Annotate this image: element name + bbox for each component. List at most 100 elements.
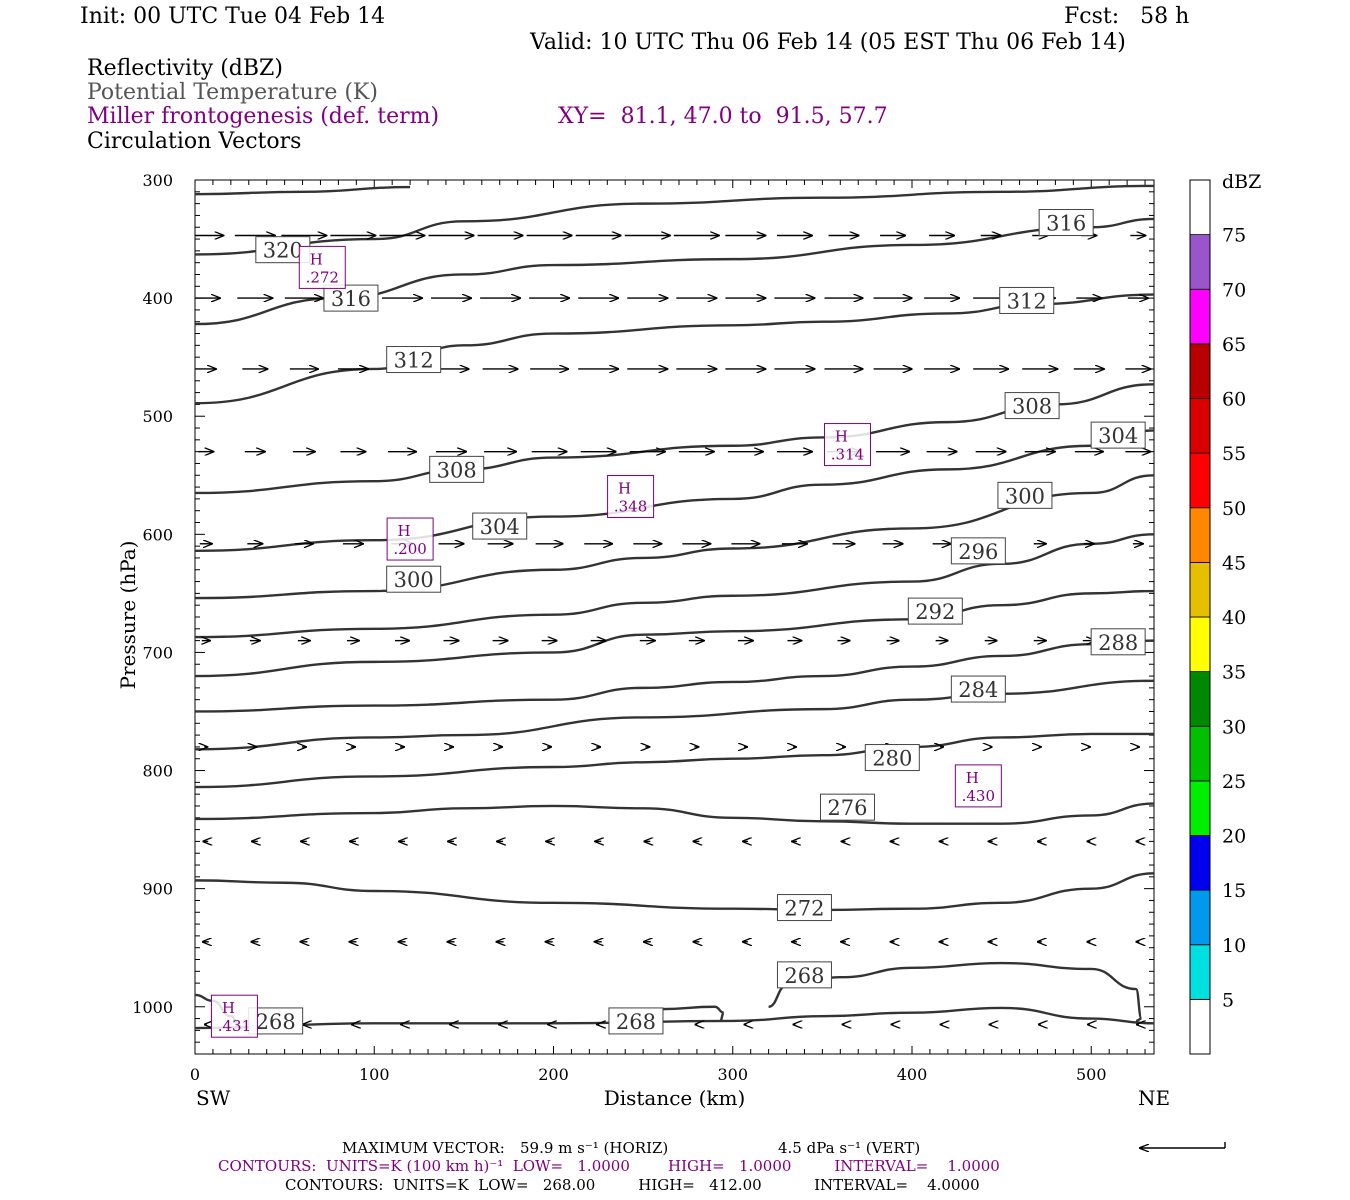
theta-label-box — [864, 744, 920, 772]
max-vector-vert: 4.5 dPa s⁻¹ (VERT) — [778, 1139, 921, 1157]
x-tick-label: 100 — [359, 1065, 390, 1084]
colorbar-segment — [1189, 671, 1211, 727]
max-vector-label: MAXIMUM VECTOR: — [342, 1139, 505, 1157]
theta-label: 304 — [480, 515, 520, 539]
colorbar-tick-label: 5 — [1222, 989, 1234, 1011]
theta-contour-272 — [195, 872, 1154, 912]
theta-label-box — [819, 793, 875, 821]
theta-label: 308 — [437, 458, 477, 482]
y-tick-label: 900 — [142, 880, 173, 899]
colorbar-tick-label: 40 — [1222, 607, 1246, 629]
colorbar-tick-label: 30 — [1222, 716, 1246, 738]
theta-label-box — [1090, 421, 1146, 449]
y-tick-label: 1000 — [132, 998, 173, 1017]
theta-label-box — [1090, 628, 1146, 656]
theta-contour-268 — [195, 1006, 1154, 1030]
theta-label-box — [323, 284, 379, 312]
field-circulation-vectors: Circulation Vectors — [87, 129, 302, 154]
theta-label-box — [776, 961, 832, 989]
theta-contour-292 — [195, 589, 1154, 678]
x-axis-label: Distance (km) — [604, 1086, 746, 1110]
x-tick-label: 200 — [538, 1065, 569, 1084]
field-potential-temperature: Potential Temperature (K) — [87, 80, 378, 105]
fronto-high-value: .348 — [614, 498, 647, 516]
y-tick-label: 600 — [142, 525, 173, 544]
theta-label: 280 — [872, 747, 912, 771]
theta-contour-296 — [195, 533, 1154, 639]
theta-label-box — [386, 346, 442, 374]
section-endpoints: XY= 81.1, 47.0 to 91.5, 57.7 — [558, 104, 888, 129]
x-tick-label: 400 — [897, 1065, 928, 1084]
theta-label-box — [1004, 392, 1060, 420]
y-axis-label: Pressure (hPa) — [116, 541, 140, 690]
colorbar-tick-label: 20 — [1222, 826, 1246, 848]
theta-label-box — [1038, 209, 1094, 237]
field-frontogenesis: Miller frontogenesis (def. term) — [87, 104, 440, 129]
colorbar-tick-label: 60 — [1222, 389, 1246, 411]
valid-time: Valid: 10 UTC Thu 06 Feb 14 (05 EST Thu … — [530, 30, 1126, 55]
theta-contour-280 — [195, 732, 1154, 789]
fronto-high-box — [210, 994, 258, 1038]
x-tick-label: 500 — [1076, 1065, 1107, 1084]
fronto-high-box — [386, 517, 434, 561]
colorbar-segment — [1189, 616, 1211, 673]
theta-label: 320 — [263, 239, 303, 263]
theta-label: 312 — [1007, 289, 1047, 313]
theta-label-box — [472, 512, 528, 540]
theta-label: 300 — [394, 568, 434, 592]
field-reflectivity: Reflectivity (dBZ) — [87, 56, 283, 81]
contours-fronto-footer: CONTOURS: UNITS=K (100 km h)⁻¹ LOW= 1.00… — [218, 1157, 1000, 1175]
fronto-high-value: .200 — [393, 540, 426, 558]
theta-label: 296 — [958, 540, 998, 564]
theta-label-box — [997, 481, 1053, 509]
theta-label-box — [608, 1007, 664, 1035]
colorbar-segment — [1189, 889, 1211, 946]
theta-label: 268 — [616, 1010, 656, 1034]
theta-label-box — [950, 675, 1006, 703]
theta-contour-320 — [195, 185, 411, 196]
fronto-high-box — [954, 764, 1002, 808]
colorbar-segment — [1189, 998, 1211, 1055]
contours-theta-footer: CONTOURS: UNITS=K LOW= 268.00 HIGH= 412.… — [285, 1176, 980, 1194]
init-time: Init: 00 UTC Tue 04 Feb 14 — [80, 4, 386, 29]
theta-label: 284 — [958, 678, 998, 702]
colorbar-tick-label: 10 — [1222, 935, 1246, 957]
colorbar-tick-label: 25 — [1222, 771, 1246, 793]
colorbar-segment — [1189, 780, 1211, 836]
theta-contour-288 — [195, 639, 1154, 713]
theta-contour-284 — [195, 679, 1154, 751]
fronto-high-box — [823, 423, 871, 467]
colorbar-segment — [1189, 398, 1211, 454]
colorbar-segment — [1189, 179, 1211, 236]
fronto-high-box — [298, 245, 346, 289]
theta-label-box — [429, 455, 485, 483]
fronto-high-label: H — [835, 428, 848, 446]
theta-label-box — [386, 565, 442, 593]
theta-label: 288 — [1098, 631, 1138, 655]
x-tick-label: 300 — [717, 1065, 748, 1084]
theta-label-box — [950, 537, 1006, 565]
y-tick-label: 300 — [142, 171, 173, 190]
theta-label-box — [776, 894, 832, 922]
theta-label: 268 — [256, 1010, 296, 1034]
max-vector-horiz: 59.9 m s⁻¹ (HORIZ) — [520, 1139, 669, 1157]
fronto-high-label: H — [222, 999, 235, 1017]
y-tick-label: 800 — [142, 762, 173, 781]
theta-label: 304 — [1098, 424, 1138, 448]
y-tick-label: 400 — [142, 289, 173, 308]
colorbar-tick-label: 65 — [1222, 334, 1246, 356]
fronto-high-value: .431 — [218, 1017, 251, 1035]
y-tick-label: 700 — [142, 643, 173, 662]
fronto-high-label: H — [618, 480, 631, 498]
x-right-label: NE — [1138, 1086, 1170, 1110]
theta-label-box — [999, 286, 1055, 314]
colorbar-tick-label: 70 — [1222, 279, 1246, 301]
colorbar-tick-label: 15 — [1222, 880, 1246, 902]
fronto-high-box — [607, 475, 655, 519]
fronto-high-value: .314 — [831, 446, 864, 464]
colorbar-segment — [1189, 343, 1211, 399]
colorbar-segment — [1189, 452, 1211, 509]
colorbar-tick-label: 45 — [1222, 552, 1246, 574]
theta-contour-304 — [195, 429, 1154, 553]
